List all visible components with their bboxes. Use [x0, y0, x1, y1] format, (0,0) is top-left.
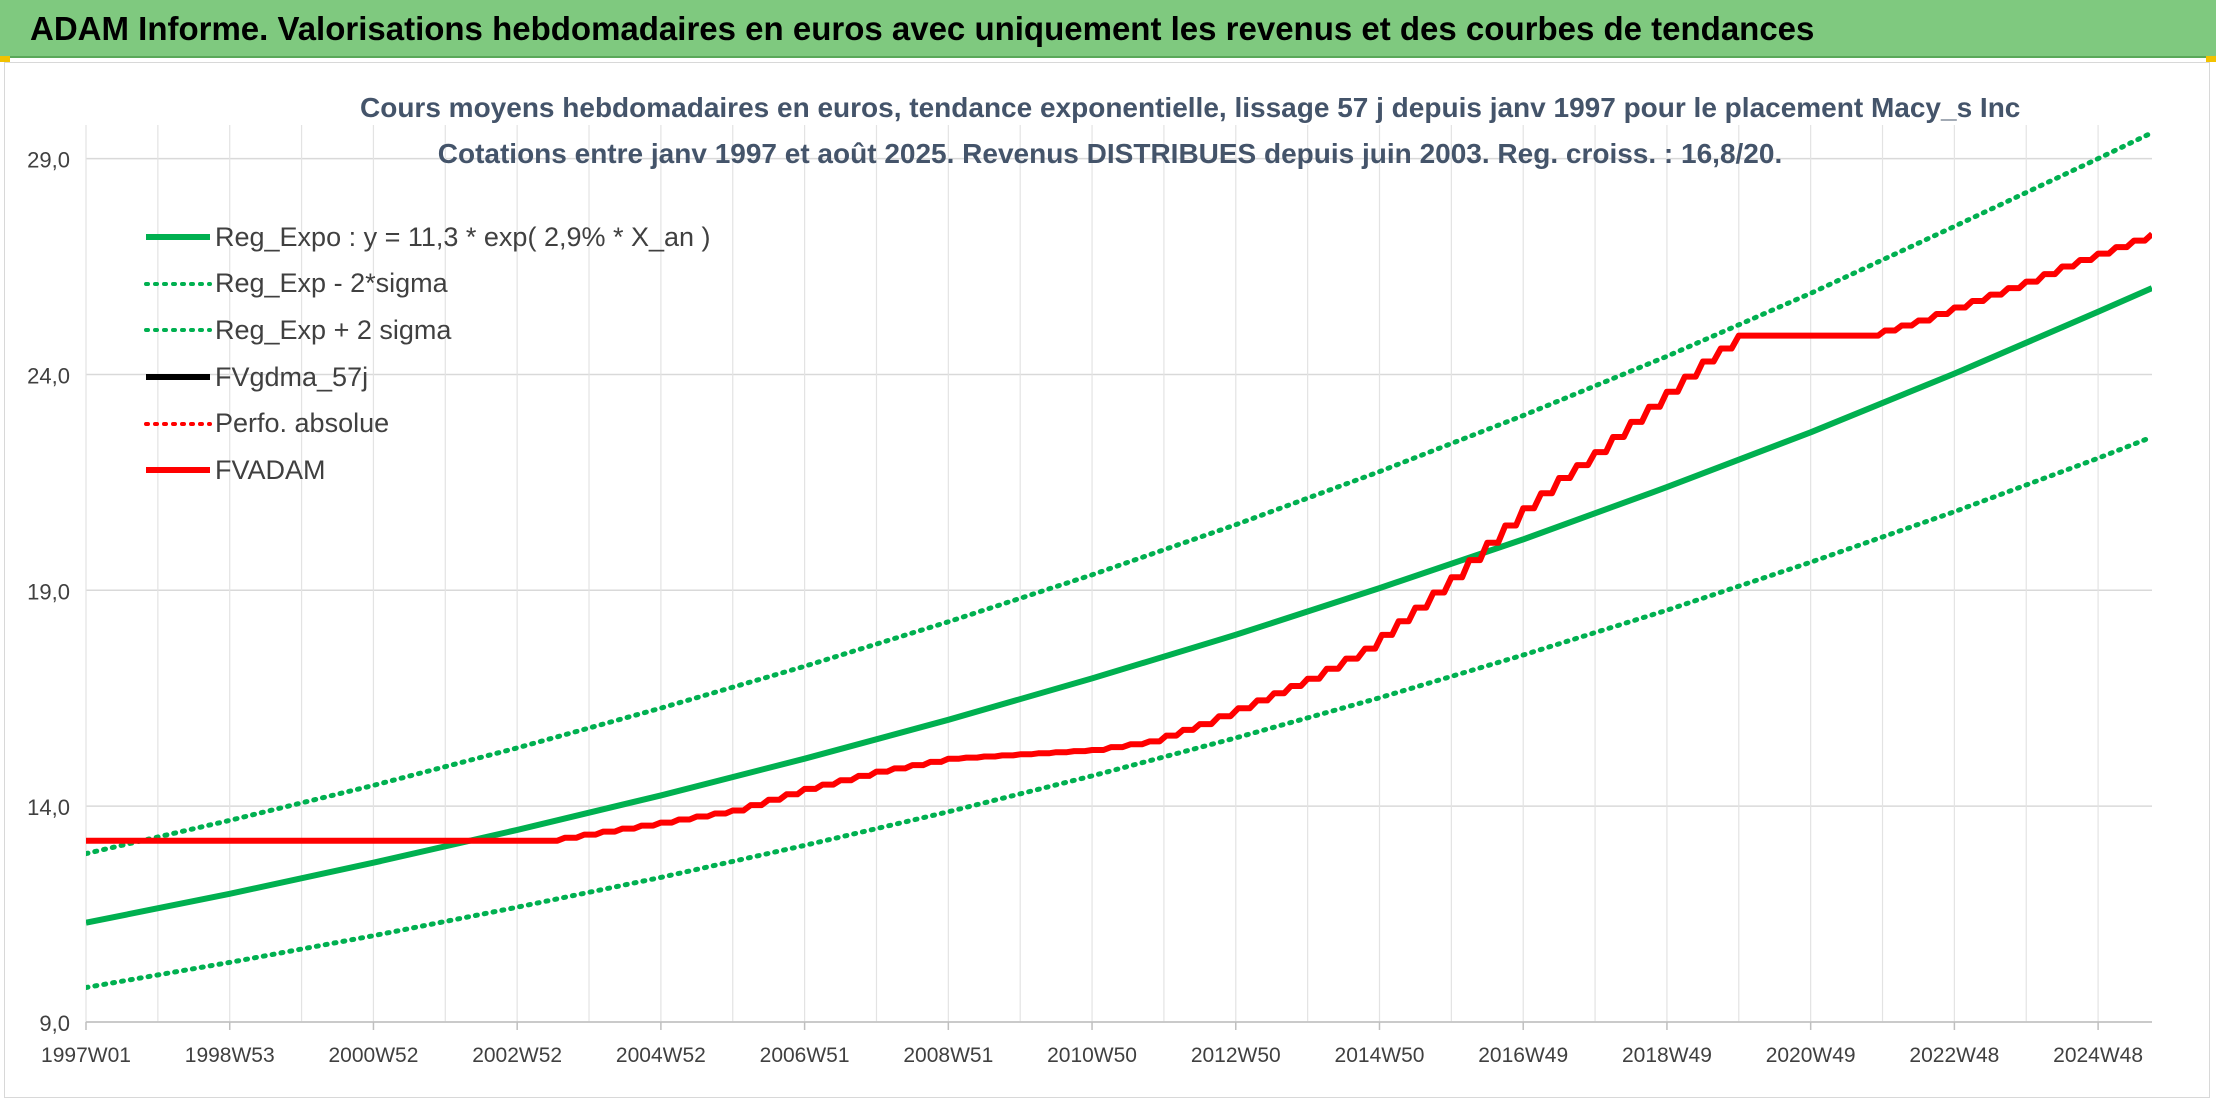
x-tick-label: 1997W01	[41, 1044, 131, 1067]
chart-title: Cours moyens hebdomadaires en euros, ten…	[360, 92, 2021, 123]
x-tick-label: 2022W48	[1909, 1044, 1999, 1067]
y-tick-label: 19,0	[27, 579, 70, 604]
x-tick-label: 2024W48	[2053, 1044, 2143, 1067]
legend-label: Reg_Exp + 2 sigma	[215, 314, 452, 345]
x-tick-label: 2000W52	[328, 1044, 418, 1067]
series-line-0	[86, 285, 2152, 926]
legend-swatch	[144, 421, 212, 426]
series-line-1	[86, 434, 2152, 990]
frame-corner-top-right	[2206, 56, 2216, 62]
legend-swatch	[144, 281, 212, 286]
frame-corner-top-left	[0, 56, 10, 62]
x-tick-label: 2008W51	[903, 1044, 993, 1067]
legend-swatch	[144, 328, 212, 333]
legend-label: Perfo. absolue	[215, 408, 390, 439]
tick-labels: 9,0 14,0 19,0 24,0 29,0 1997W01 1998W53 2000W52…	[27, 148, 2143, 1067]
legend-item: Reg_Expo : y = 11,3 * exp( 2,9% * X_an )	[143, 214, 711, 261]
x-tick-label: 2020W49	[1766, 1044, 1856, 1067]
series-line-4	[86, 232, 2152, 843]
legend-item: Reg_Exp + 2 sigma	[143, 307, 711, 354]
legend-item: FVgdma_57j	[143, 354, 711, 401]
y-tick-label: 29,0	[27, 148, 70, 173]
x-tick-label: 1998W53	[185, 1044, 275, 1067]
x-tick-label: 2012W50	[1191, 1044, 1281, 1067]
legend-item: Reg_Exp - 2*sigma	[143, 261, 711, 308]
legend-item: FVADAM	[143, 447, 711, 494]
x-tick-label: 2004W52	[616, 1044, 706, 1067]
axes	[85, 1021, 2152, 1030]
series-lines	[86, 130, 2152, 990]
page-title: ADAM Informe. Valorisations hebdomadaire…	[0, 0, 2216, 58]
x-tick-label: 2018W49	[1622, 1044, 1712, 1067]
x-tick-label: 2016W49	[1478, 1044, 1568, 1067]
chart-legend: Reg_Expo : y = 11,3 * exp( 2,9% * X_an )…	[143, 214, 711, 494]
chart-frame	[4, 62, 2210, 1098]
gridlines	[85, 125, 2152, 1023]
chart-subtitle: Cotations entre janv 1997 et août 2025. …	[437, 138, 1783, 169]
x-tick-label: 2006W51	[760, 1044, 850, 1067]
legend-swatch	[146, 374, 210, 381]
legend-item: Perfo. absolue	[143, 400, 711, 447]
x-tick-label: 2002W52	[472, 1044, 562, 1067]
y-tick-label: 24,0	[27, 363, 70, 388]
x-tick-label: 2014W50	[1335, 1044, 1425, 1067]
y-tick-label: 14,0	[27, 795, 70, 820]
x-tick-label: 2010W50	[1047, 1044, 1137, 1067]
series-line-2	[86, 130, 2152, 857]
legend-swatch	[146, 467, 210, 474]
legend-swatch	[146, 234, 210, 241]
y-tick-label: 9,0	[39, 1011, 70, 1036]
legend-label: Reg_Exp - 2*sigma	[215, 268, 448, 299]
legend-label: Reg_Expo : y = 11,3 * exp( 2,9% * X_an )	[215, 221, 711, 252]
legend-label: FVADAM	[215, 454, 326, 485]
legend-label: FVgdma_57j	[215, 361, 369, 392]
